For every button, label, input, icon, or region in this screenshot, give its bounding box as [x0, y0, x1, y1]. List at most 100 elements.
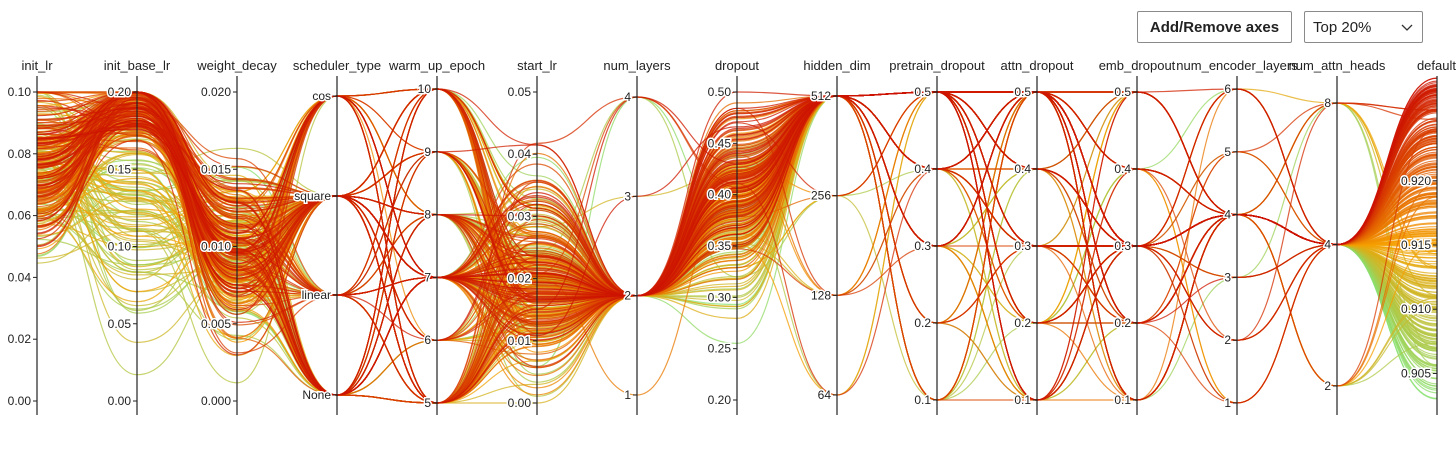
tick-label: 0.4	[914, 162, 931, 176]
tick-label: 0.50	[708, 85, 732, 99]
tick-label: 0.3	[914, 239, 931, 253]
top-filter-value: Top 20%	[1313, 18, 1372, 36]
tick-label: 6	[424, 333, 431, 347]
tick-label: 2	[1224, 333, 1231, 347]
run-line[interactable]	[36, 90, 1438, 401]
tick-label: 0.015	[201, 162, 231, 176]
tick-label: 0.905	[1401, 366, 1431, 380]
tick-label: 0.40	[708, 188, 732, 202]
tick-label: 0.45	[708, 136, 732, 150]
tick-label: 0.910	[1401, 302, 1431, 316]
tick-label: None	[302, 388, 331, 402]
tick-label: 0.005	[201, 317, 231, 331]
tick-label: 0.915	[1401, 238, 1431, 252]
tick-label: 6	[1224, 82, 1231, 96]
run-line[interactable]	[36, 77, 1438, 324]
top-filter-select[interactable]: Top 20%	[1304, 11, 1423, 43]
tick-label: 0.5	[1014, 85, 1031, 99]
tick-label: 0.04	[508, 147, 532, 161]
tick-label: 2	[1324, 379, 1331, 393]
run-line[interactable]	[36, 91, 1438, 387]
axis-title[interactable]: hidden_dim	[803, 58, 870, 73]
tick-label: 7	[424, 270, 431, 284]
axis-title[interactable]: warm_up_epoch	[388, 58, 485, 73]
add-remove-axes-button[interactable]: Add/Remove axes	[1137, 11, 1292, 43]
tick-label: 0.5	[1114, 85, 1131, 99]
tick-label: 128	[811, 288, 831, 302]
axis-title[interactable]: emb_dropout	[1099, 58, 1176, 73]
tick-label: 8	[424, 208, 431, 222]
run-line[interactable]	[36, 89, 1438, 396]
axis-title[interactable]: pretrain_dropout	[889, 58, 985, 73]
run-line[interactable]	[36, 86, 1438, 401]
axis-title[interactable]: default	[1417, 58, 1456, 73]
tick-label: 0.25	[708, 342, 732, 356]
axis-title[interactable]: weight_decay	[196, 58, 277, 73]
tick-label: 0.920	[1401, 174, 1431, 188]
tick-label: 0.2	[1014, 316, 1031, 330]
tick-label: 8	[1324, 96, 1331, 110]
axis-title[interactable]: attn_dropout	[1000, 58, 1073, 73]
tick-label: 0.20	[708, 393, 732, 407]
tick-label: 0.04	[8, 270, 32, 284]
tick-label: cos	[312, 89, 331, 103]
tick-label: 4	[1224, 208, 1231, 222]
tick-label: 10	[418, 82, 432, 96]
tick-label: 0.02	[8, 332, 32, 346]
tick-label: 0.02	[508, 272, 532, 286]
tick-label: 512	[811, 89, 831, 103]
tick-label: 0.10	[108, 240, 132, 254]
tick-label: 2	[624, 289, 631, 303]
tick-label: 0.05	[508, 85, 532, 99]
tick-label: 0.020	[201, 85, 231, 99]
tick-label: 0.3	[1014, 239, 1031, 253]
tick-label: 3	[624, 189, 631, 203]
tick-label: 64	[818, 388, 832, 402]
tick-label: 0.4	[1014, 162, 1031, 176]
tick-label: 0.01	[508, 334, 532, 348]
axis-title[interactable]: init_lr	[21, 58, 53, 73]
axes: init_lr 0.00 0.02 0.04 0.06 0.08 0.10 init_base…	[6, 58, 1456, 415]
run-line[interactable]	[36, 88, 1438, 404]
tick-label: 0.4	[1114, 162, 1131, 176]
run-line[interactable]	[36, 83, 1438, 324]
run-line[interactable]	[36, 82, 1438, 396]
axis-title[interactable]: num_encoder_layers	[1176, 58, 1298, 73]
tick-label: 0.1	[1114, 393, 1131, 407]
tick-label: 4	[624, 90, 631, 104]
tick-label: 0.20	[108, 85, 132, 99]
tick-label: 0.3	[1114, 239, 1131, 253]
tick-label: 0.1	[1014, 393, 1031, 407]
tick-label: 1	[1224, 396, 1231, 410]
tick-label: 0.00	[108, 394, 132, 408]
tick-label: 256	[811, 189, 831, 203]
chevron-down-icon	[1401, 24, 1413, 31]
tick-label: linear	[302, 288, 331, 302]
tick-label: 5	[424, 396, 431, 410]
tick-label: 5	[1224, 145, 1231, 159]
tick-label: 1	[624, 388, 631, 402]
tick-label: 0.010	[201, 240, 231, 254]
tick-label: 0.1	[914, 393, 931, 407]
tick-label: 0.05	[108, 317, 132, 331]
tick-label: 0.5	[914, 85, 931, 99]
axis-title[interactable]: scheduler_type	[293, 58, 381, 73]
tick-label: 0.08	[8, 147, 32, 161]
axis-title[interactable]: start_lr	[517, 58, 557, 73]
axis-title[interactable]: num_attn_heads	[1289, 58, 1386, 73]
tick-label: 0.30	[708, 290, 732, 304]
tick-label: 0.2	[914, 316, 931, 330]
tick-label: square	[294, 189, 331, 203]
tick-label: 9	[424, 145, 431, 159]
tick-label: 0.000	[201, 394, 231, 408]
tick-label: 0.10	[8, 85, 32, 99]
axis-title[interactable]: num_layers	[603, 58, 671, 73]
tick-label: 4	[1324, 238, 1331, 252]
axis-title[interactable]: init_base_lr	[104, 58, 171, 73]
tick-label: 0.00	[8, 394, 32, 408]
axis-title[interactable]: dropout	[715, 58, 759, 73]
run-line[interactable]	[36, 77, 1438, 401]
tick-label: 0.00	[508, 396, 532, 410]
tick-label: 0.15	[108, 162, 132, 176]
